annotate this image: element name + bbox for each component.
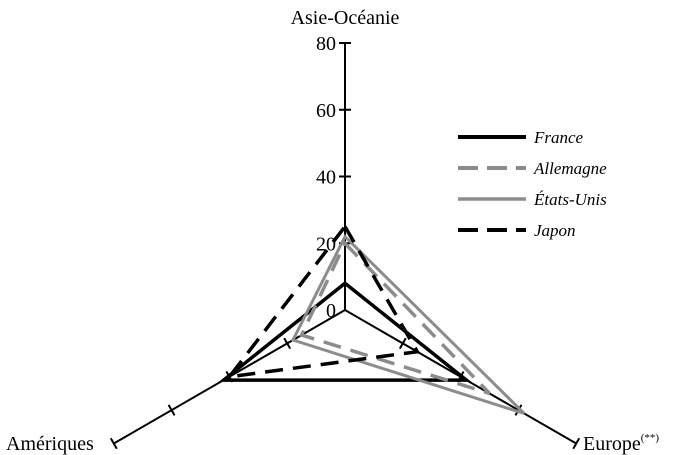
series-line-etats-unis [290, 234, 526, 415]
legend-label-etats-unis: États-Unis [533, 190, 607, 209]
tick-label-0: 0 [326, 300, 336, 322]
axis-label-ameriques: Amériques [6, 433, 94, 455]
axis-label-europe-suffix: (**) [641, 432, 660, 444]
tick-mark-ameriques-80 [109, 437, 118, 450]
tick-label-20: 20 [316, 233, 336, 255]
axis-label-europe-text: Europe [583, 433, 641, 455]
legend-label-france: France [533, 128, 584, 147]
axis-label-europe: Europe(**) [583, 432, 659, 455]
tick-mark-ameriques-60 [167, 404, 176, 416]
tick-mark-ameriques-20 [283, 337, 292, 350]
legend-label-japon: Japon [534, 221, 576, 240]
tick-label-80: 80 [316, 33, 336, 55]
tick-label-40: 40 [316, 167, 336, 189]
tick-mark-europe-20 [398, 337, 407, 350]
series-line-japon [225, 223, 421, 380]
series-line-allemagne [299, 240, 491, 396]
tick-label-60: 60 [316, 100, 336, 122]
tick-mark-europe-80 [572, 437, 581, 450]
axis-label-asie-oceanie: Asie-Océanie [291, 7, 400, 29]
legend: France Allemagne États-Unis Japon [458, 128, 607, 240]
legend-label-allemagne: Allemagne [533, 159, 607, 178]
series-lines [218, 223, 526, 415]
